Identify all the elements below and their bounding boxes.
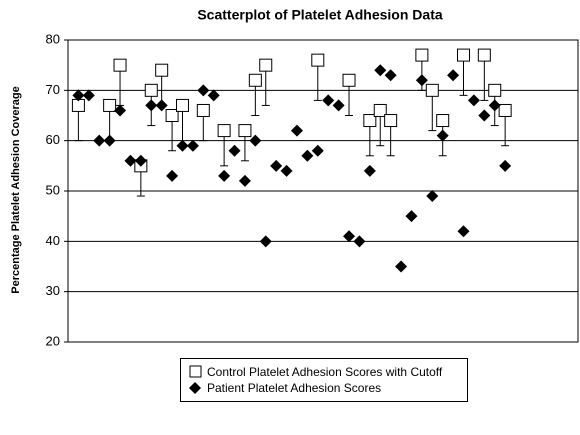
- legend-item: Control Platelet Adhesion Scores with Cu…: [187, 365, 461, 379]
- point: [249, 134, 262, 147]
- point: [290, 124, 303, 137]
- point: [82, 89, 95, 102]
- point: [270, 159, 283, 172]
- point: [238, 124, 252, 138]
- point: [488, 99, 501, 112]
- point: [155, 99, 168, 112]
- point: [457, 225, 470, 238]
- point: [342, 73, 356, 87]
- point: [405, 210, 418, 223]
- point: [363, 114, 377, 128]
- point: [384, 69, 397, 82]
- point: [238, 174, 251, 187]
- point: [248, 73, 262, 87]
- point: [488, 83, 502, 97]
- point: [301, 149, 314, 162]
- point: [259, 58, 273, 72]
- legend: Control Platelet Adhesion Scores with Cu…: [180, 358, 468, 402]
- y-tick-label: 70: [46, 82, 60, 97]
- point: [374, 64, 387, 77]
- point: [384, 114, 398, 128]
- point: [426, 190, 439, 203]
- point: [499, 159, 512, 172]
- point: [498, 103, 512, 117]
- point: [228, 144, 241, 157]
- y-tick-label: 80: [46, 31, 60, 46]
- point: [363, 164, 376, 177]
- legend-label: Patient Platelet Adhesion Scores: [207, 381, 382, 395]
- point: [467, 94, 480, 107]
- point: [145, 99, 158, 112]
- point: [218, 169, 231, 182]
- point: [425, 83, 439, 97]
- point: [207, 89, 220, 102]
- point: [332, 99, 345, 112]
- y-tick-label: 20: [46, 333, 60, 348]
- point: [166, 169, 179, 182]
- legend-swatch: [189, 365, 202, 378]
- y-tick-label: 30: [46, 283, 60, 298]
- point: [113, 58, 127, 72]
- point: [373, 103, 387, 117]
- y-tick-label: 40: [46, 233, 60, 248]
- point: [197, 84, 210, 97]
- point: [478, 109, 491, 122]
- point: [134, 154, 147, 167]
- point: [436, 129, 449, 142]
- point: [436, 114, 450, 128]
- point: [175, 98, 189, 112]
- point: [196, 103, 210, 117]
- point: [457, 48, 471, 62]
- point: [124, 154, 137, 167]
- point: [395, 260, 408, 273]
- point: [155, 63, 169, 77]
- legend-label: Control Platelet Adhesion Scores with Cu…: [207, 365, 443, 379]
- point: [280, 164, 293, 177]
- point: [311, 53, 325, 67]
- point: [322, 94, 335, 107]
- point: [186, 139, 199, 152]
- point: [415, 48, 429, 62]
- y-axis-label: Percentage Platelet Adhesion Coverage: [10, 86, 22, 293]
- point: [176, 139, 189, 152]
- point: [353, 235, 366, 248]
- point: [259, 235, 272, 248]
- point: [103, 98, 117, 112]
- point: [477, 48, 491, 62]
- y-tick-label: 50: [46, 182, 60, 197]
- point: [311, 144, 324, 157]
- chart-title: Scatterplot of Platelet Adhesion Data: [197, 7, 443, 23]
- point: [103, 134, 116, 147]
- point: [447, 69, 460, 82]
- legend-item: Patient Platelet Adhesion Scores: [187, 381, 461, 395]
- point: [343, 230, 356, 243]
- point: [114, 104, 127, 117]
- point: [165, 109, 179, 122]
- point: [93, 134, 106, 147]
- legend-swatch: [189, 382, 201, 394]
- y-tick-label: 60: [46, 132, 60, 147]
- point: [415, 74, 428, 87]
- point: [144, 83, 158, 97]
- point: [72, 89, 85, 102]
- point: [217, 124, 231, 138]
